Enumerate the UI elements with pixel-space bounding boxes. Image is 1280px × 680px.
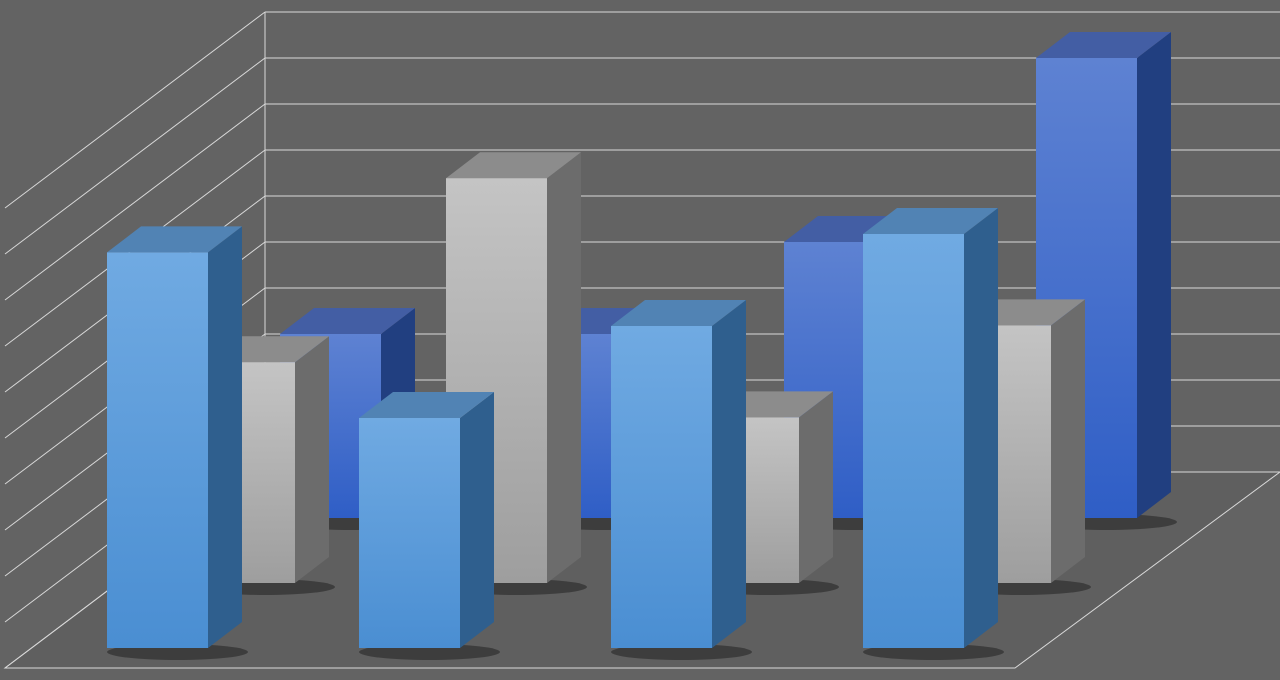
- gridline-side: [4, 11, 266, 209]
- bar-top-front-0: [107, 226, 242, 253]
- bar-side-middle-2: [799, 391, 833, 583]
- bar-side-front-1: [460, 392, 494, 648]
- bar-side-front-3: [964, 208, 998, 648]
- bar-top-back-3: [1036, 32, 1171, 58]
- gridline-side: [4, 57, 266, 255]
- bar-top-front-3: [863, 208, 998, 234]
- bar-front-2: [611, 326, 712, 648]
- bar-front-0: [107, 252, 208, 648]
- bar-top-middle-1: [446, 152, 581, 179]
- bar-top-front-1: [359, 392, 494, 418]
- bar-top-front-2: [611, 300, 746, 326]
- bar-side-back-3: [1137, 32, 1171, 518]
- bar-side-front-2: [712, 300, 746, 648]
- bar-side-middle-1: [547, 152, 581, 583]
- bar-side-middle-3: [1051, 299, 1085, 583]
- bar-side-front-0: [208, 226, 242, 648]
- bar-side-middle-0: [295, 336, 329, 583]
- bar-front-3: [863, 234, 964, 648]
- bars: [107, 32, 1177, 660]
- bar-front-1: [359, 418, 460, 648]
- bar-top-back-0: [280, 308, 415, 334]
- gridline-side: [4, 103, 266, 301]
